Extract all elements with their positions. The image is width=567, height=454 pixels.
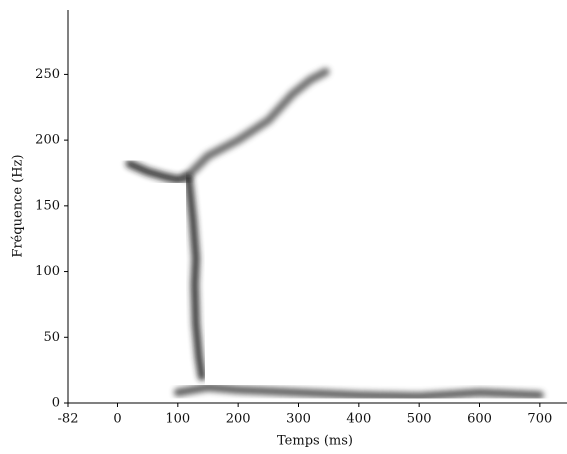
y-tick-label: 50 — [43, 330, 60, 345]
x-axis-label: Temps (ms) — [277, 434, 353, 449]
y-tick-label: 150 — [35, 198, 60, 213]
x-tick-label: 600 — [467, 412, 492, 427]
ridge — [184, 175, 206, 381]
x-tick-label: 100 — [165, 412, 190, 427]
y-tick-label: 250 — [35, 67, 60, 82]
ridge — [125, 159, 191, 184]
y-axis-label: Fréquence (Hz) — [11, 154, 26, 257]
x-tick-label: 0 — [113, 412, 121, 427]
x-tick-label: 300 — [286, 412, 311, 427]
y-tick-label: 0 — [52, 396, 60, 411]
x-tick-label: 700 — [527, 412, 552, 427]
ridges — [125, 67, 544, 401]
x-tick-label: 400 — [346, 412, 371, 427]
x-tick-label: 200 — [226, 412, 251, 427]
ridge — [173, 383, 544, 401]
ridge — [182, 67, 330, 181]
x-tick-label: -82 — [58, 412, 79, 427]
y-tick-label: 100 — [35, 264, 60, 279]
y-tick-label: 200 — [35, 133, 60, 148]
x-tick-label: 500 — [407, 412, 432, 427]
